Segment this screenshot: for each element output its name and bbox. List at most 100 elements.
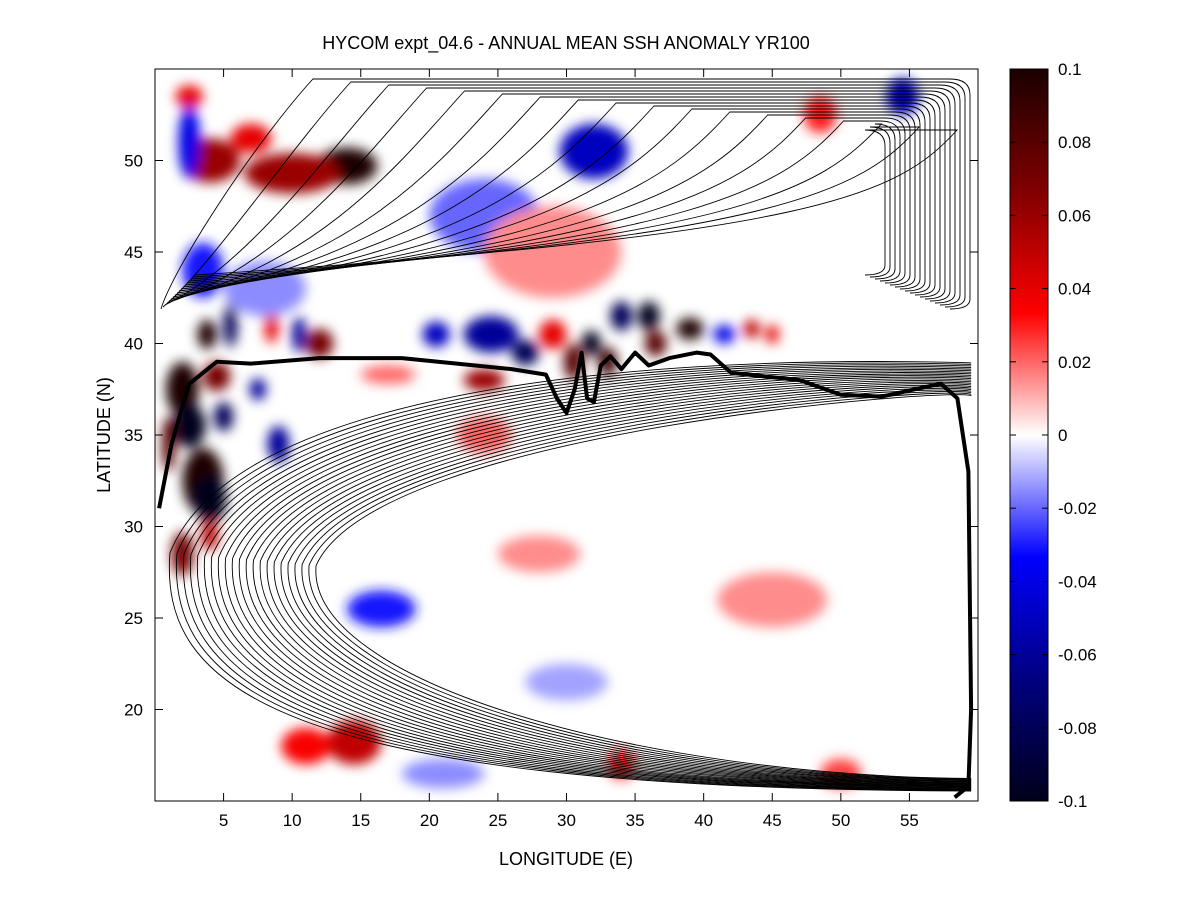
y-tick-label: 40: [124, 335, 143, 354]
x-tick-label: 45: [763, 811, 782, 830]
contour-line: [164, 84, 961, 306]
contour-line: [217, 372, 972, 788]
positive-anomaly: [203, 361, 231, 392]
negative-anomaly: [267, 425, 290, 463]
y-tick-label: 50: [124, 152, 143, 171]
negative-anomaly: [525, 663, 608, 701]
colorbar-tick-label: 0.02: [1058, 353, 1091, 372]
negative-anomaly: [637, 301, 660, 331]
contour-line: [184, 114, 911, 286]
x-tick-label: 35: [626, 811, 645, 830]
positive-anomaly: [360, 365, 416, 384]
x-tick-label: 5: [219, 811, 228, 830]
positive-anomaly: [676, 317, 704, 340]
contour-line: [168, 90, 951, 302]
contour-line: [210, 370, 972, 788]
contour-line: [238, 376, 972, 786]
contour-line: [287, 387, 972, 782]
x-tick-label: 20: [420, 811, 439, 830]
y-tick-label: 20: [124, 701, 143, 720]
negative-anomaly: [401, 758, 485, 789]
y-axis: 20 25 30 35 40 45 50: [124, 152, 978, 720]
positive-anomaly: [497, 535, 581, 573]
y-tick-label: 45: [124, 243, 143, 262]
negative-anomaly: [511, 339, 540, 366]
ssh-contours: [160, 78, 972, 792]
positive-anomaly: [171, 531, 194, 576]
contour-line: [168, 361, 972, 792]
positive-anomaly: [264, 306, 279, 344]
x-tick-label: 30: [557, 811, 576, 830]
positive-anomaly: [161, 416, 176, 472]
negative-anomaly: [713, 325, 736, 344]
x-tick-label: 15: [351, 811, 370, 830]
x-tick-label: 40: [694, 811, 713, 830]
contour-line: [231, 375, 972, 787]
contour-line: [172, 96, 941, 298]
colorbar-tick-label: 0.08: [1058, 133, 1091, 152]
colorbar-tick-label: -0.06: [1058, 646, 1097, 665]
positive-anomaly: [281, 727, 331, 765]
contour-line: [186, 117, 906, 284]
y-tick-label: 30: [124, 518, 143, 537]
contour-line: [308, 392, 972, 780]
colorbar-tick-label: 0.1: [1058, 60, 1082, 79]
negative-anomaly: [581, 330, 601, 357]
contour-line: [245, 378, 972, 785]
negative-anomaly: [422, 321, 450, 348]
contour-line: [252, 380, 972, 785]
x-axis-label: LONGITUDE (E): [499, 849, 633, 869]
contour-line: [162, 81, 966, 308]
positive-anomaly: [717, 572, 828, 628]
y-tick-label: 25: [124, 609, 143, 628]
contour-line: [203, 368, 972, 789]
colorbar-tick-label: 0.04: [1058, 280, 1091, 299]
contour-line: [166, 87, 956, 304]
positive-anomaly: [765, 325, 780, 344]
chart-title: HYCOM expt_04.6 - ANNUAL MEAN SSH ANOMAL…: [322, 33, 810, 54]
contour-line: [174, 99, 936, 296]
positive-anomaly: [305, 328, 334, 359]
negative-anomaly: [178, 105, 201, 179]
negative-anomaly: [249, 378, 267, 401]
contour-line: [273, 384, 972, 783]
positive-anomaly: [165, 361, 199, 417]
contour-line: [196, 367, 972, 790]
positive-anomaly: [326, 720, 382, 765]
colorbar-tick-label: -0.08: [1058, 719, 1097, 738]
contour-line: [178, 105, 926, 292]
positive-anomaly: [539, 319, 567, 349]
contour-line: [315, 394, 972, 779]
contour-line: [194, 129, 959, 276]
positive-anomaly: [463, 369, 505, 392]
negative-anomaly: [463, 316, 519, 353]
positive-anomaly: [598, 347, 618, 377]
positive-anomaly: [197, 319, 217, 349]
contour-line: [188, 120, 901, 282]
colorbar-ticks: 0.1 0.08 0.06 0.04 0.02 0 -0.02 -0.04 -0.06 -0.08…: [1010, 60, 1097, 811]
positive-anomaly: [175, 85, 204, 108]
colorbar-tick-label: -0.1: [1058, 792, 1087, 811]
colorbar-tick-label: -0.02: [1058, 499, 1097, 518]
positive-anomaly: [743, 319, 760, 339]
positive-anomaly: [484, 206, 622, 298]
negative-anomaly: [347, 590, 416, 628]
contour-line: [266, 383, 972, 784]
contour-line: [160, 78, 971, 310]
negative-anomaly: [223, 303, 238, 348]
contour-line: [182, 111, 916, 288]
colorbar-tick-label: 0: [1058, 426, 1067, 445]
x-tick-label: 10: [283, 811, 302, 830]
contour-line: [259, 381, 972, 784]
colorbar: 0.1 0.08 0.06 0.04 0.02 0 -0.02 -0.04 -0.06 -0.08…: [1009, 60, 1097, 811]
colorbar-tick-label: -0.04: [1058, 572, 1097, 591]
negative-anomaly: [292, 316, 306, 353]
y-tick-label: 35: [124, 426, 143, 445]
contour-line: [280, 386, 972, 782]
negative-anomaly: [559, 123, 629, 179]
negative-anomaly: [610, 301, 633, 331]
x-tick-label: 50: [831, 811, 850, 830]
x-axis: 5 10 15 20 25 30 35 40 45 50 55: [219, 69, 919, 830]
x-tick-label: 55: [900, 811, 919, 830]
